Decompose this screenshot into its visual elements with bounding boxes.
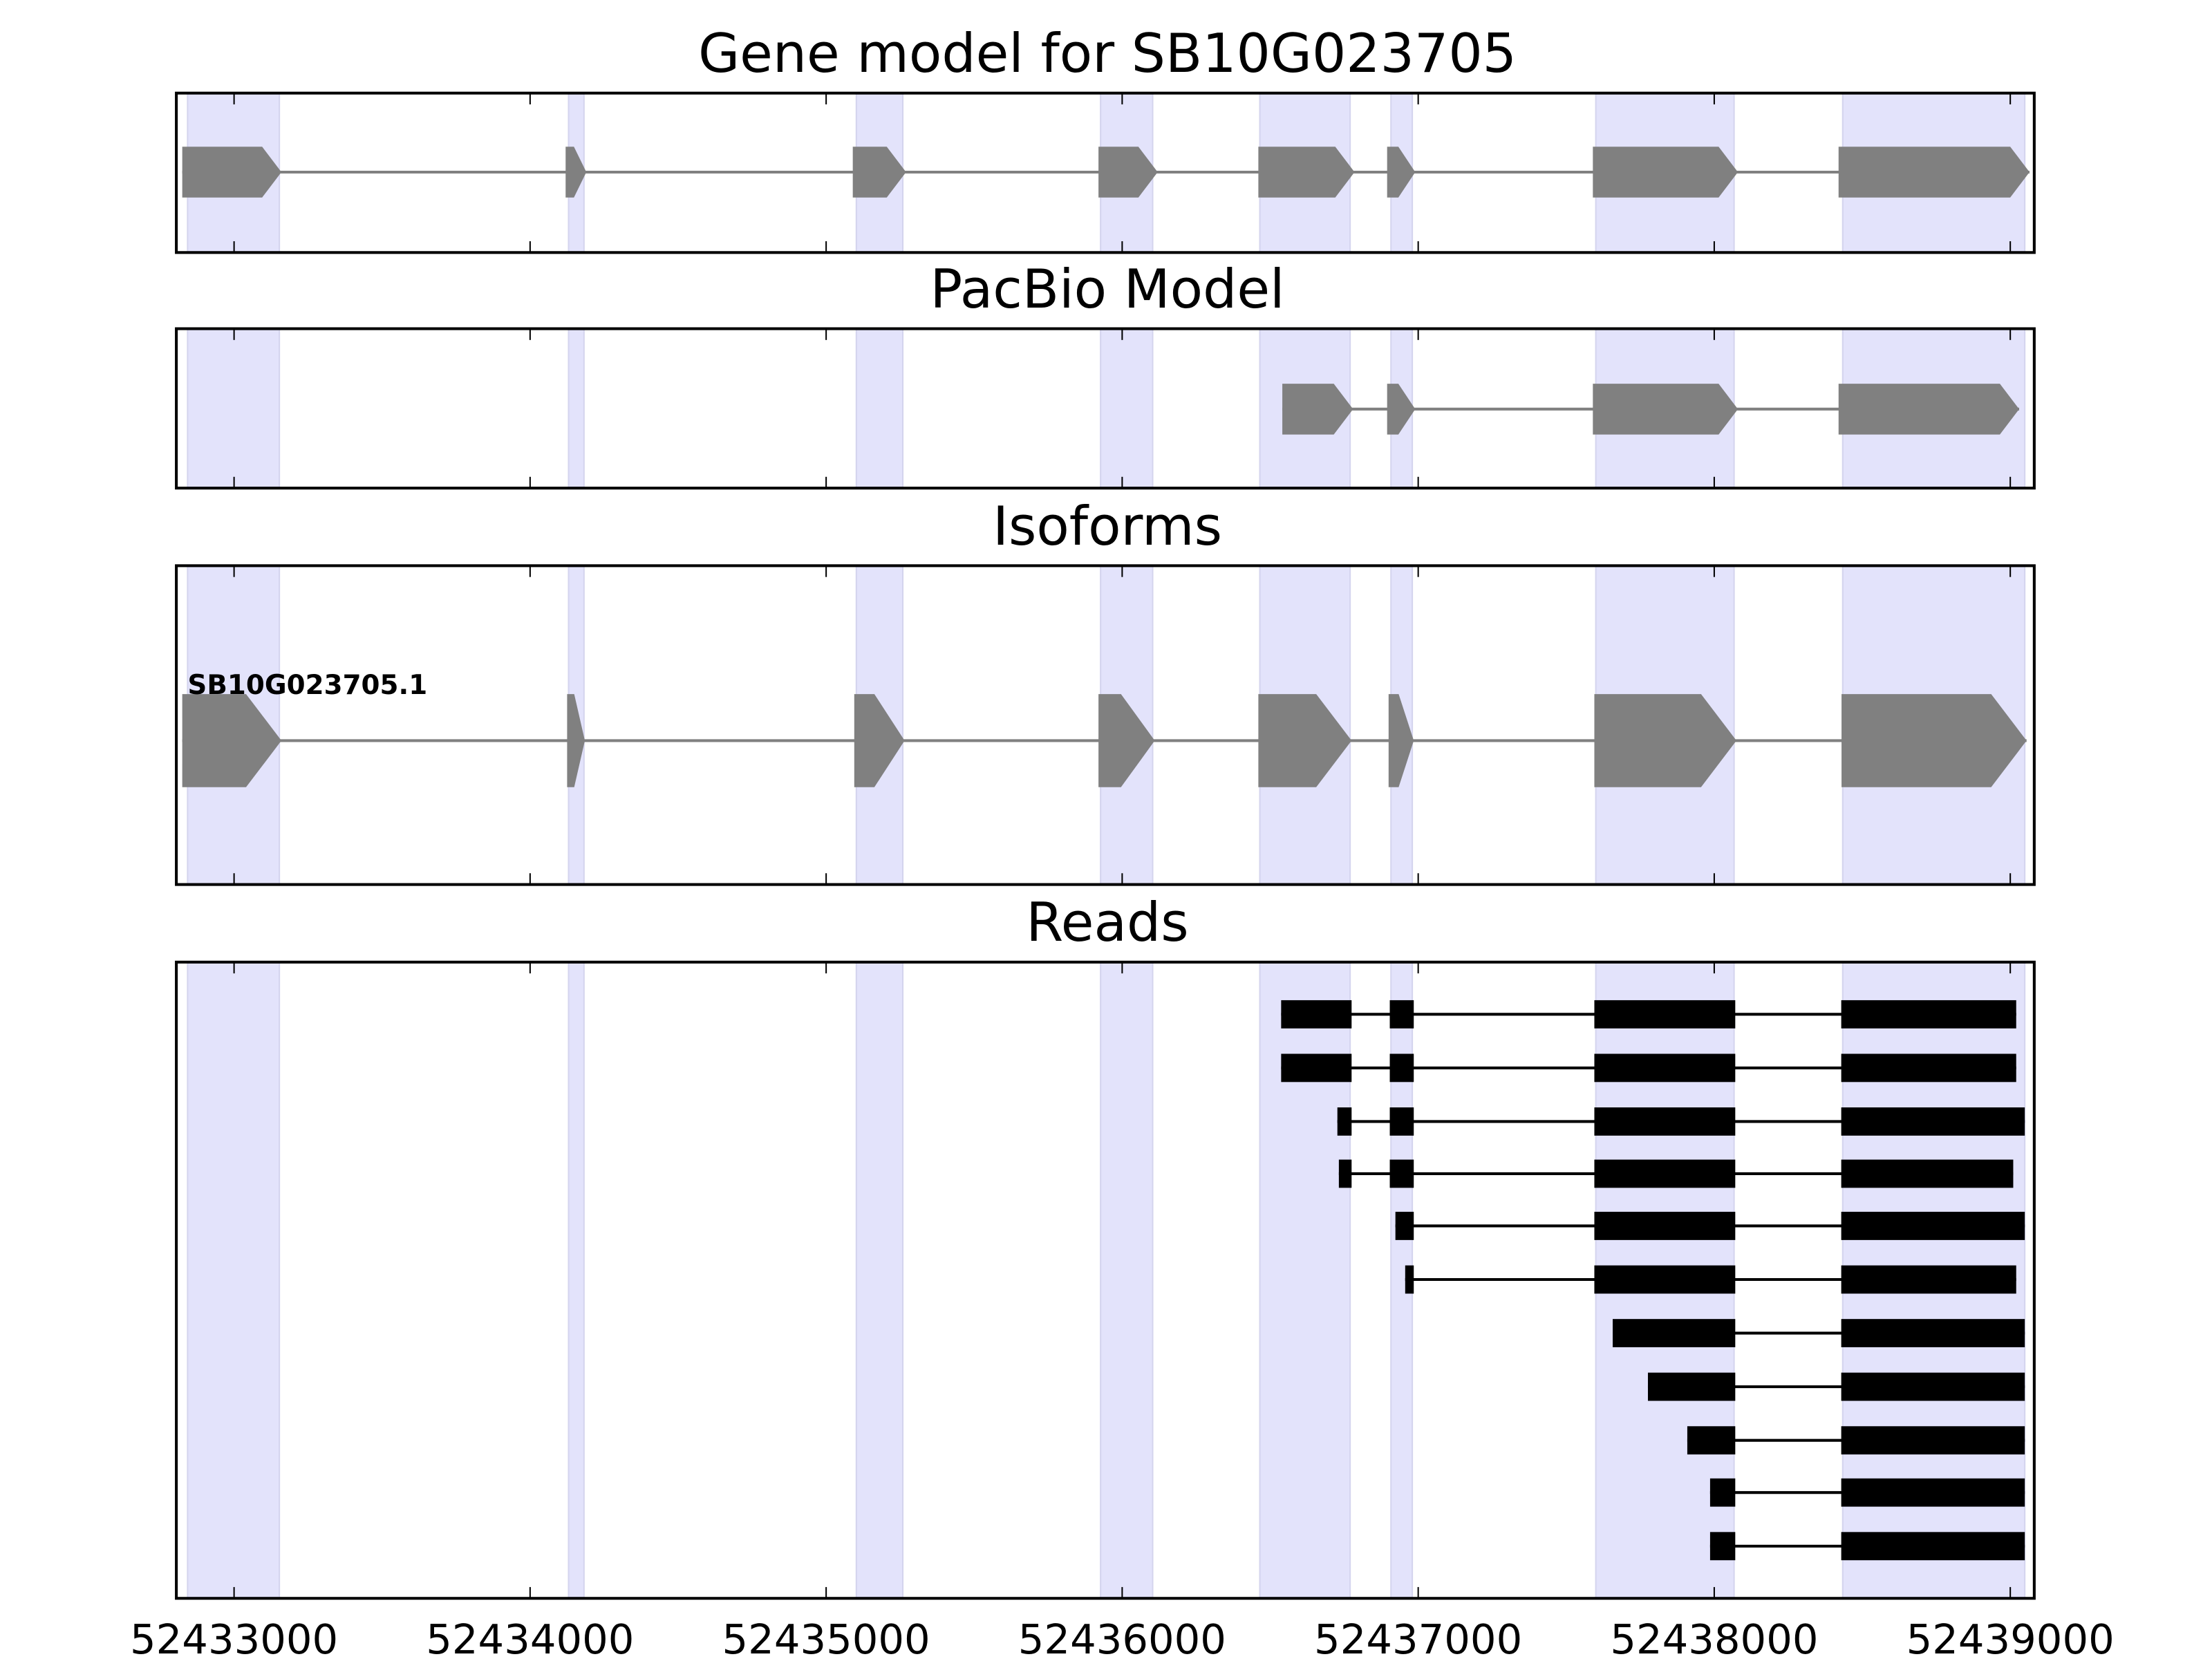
read-exon-block: [1841, 1212, 2025, 1240]
exon-highlight: [568, 961, 585, 1600]
panel-title-pacbio: PacBio Model: [930, 259, 1284, 321]
read-exon-block: [1338, 1159, 1352, 1188]
read-exon-block: [1281, 1000, 1352, 1029]
exon-arrow: [1098, 694, 1155, 787]
read-exon-block: [1281, 1053, 1352, 1082]
exon-arrow: [1387, 147, 1416, 198]
read-exon-block: [1389, 1000, 1414, 1029]
read-exon-block: [1337, 1107, 1352, 1136]
x-tick-label: 52434000: [426, 1615, 634, 1659]
read-exon-block: [1841, 1532, 2025, 1561]
read-exon-block: [1709, 1478, 1736, 1507]
exon-highlight: [187, 961, 281, 1600]
axes-frame: [175, 564, 2036, 886]
read-exon-block: [1594, 1000, 1736, 1029]
exon-arrow: [1594, 694, 1737, 787]
read-exon-block: [1709, 1532, 1736, 1561]
exon-arrow: [1388, 694, 1414, 787]
read-exon-block: [1389, 1053, 1414, 1082]
read-exon-block: [1594, 1212, 1736, 1240]
isoform-label: SB10G023705.1: [187, 670, 427, 701]
read-exon-block: [1841, 1000, 2016, 1029]
x-tick-label: 52436000: [1018, 1615, 1226, 1659]
read-exon-block: [1405, 1265, 1414, 1294]
exon-arrow: [1841, 694, 2027, 787]
read-exon-block: [1841, 1478, 2025, 1507]
exon-arrow: [567, 694, 585, 787]
read-exon-block: [1647, 1372, 1736, 1401]
read-exon-block: [1687, 1426, 1736, 1455]
x-tick-label: 52437000: [1314, 1615, 1522, 1659]
read-exon-block: [1841, 1426, 2025, 1455]
panel-title-reads: Reads: [1026, 892, 1188, 954]
exon-arrow: [1098, 147, 1158, 198]
x-tick-label: 52435000: [722, 1615, 930, 1659]
exon-arrow: [1838, 147, 2030, 198]
read-exon-block: [1389, 1107, 1414, 1136]
read-exon-block: [1594, 1053, 1736, 1082]
exon-arrow: [1593, 384, 1738, 435]
exon-highlight: [855, 328, 904, 489]
read-exon-block: [1395, 1212, 1414, 1240]
panel-title-gene-model: Gene model for SB10G023705: [698, 23, 1517, 85]
exon-arrow: [1387, 384, 1416, 435]
x-tick-label: 52438000: [1610, 1615, 1818, 1659]
exon-arrow: [182, 147, 282, 198]
read-exon-block: [1594, 1265, 1736, 1294]
read-exon-block: [1841, 1159, 2014, 1188]
panel-0: [175, 91, 2036, 254]
exon-highlight: [1100, 328, 1154, 489]
axes-frame: [175, 960, 2036, 1600]
exon-arrow: [565, 147, 587, 198]
read-exon-block: [1594, 1159, 1736, 1188]
read-exon-block: [1594, 1107, 1736, 1136]
read-exon-block: [1841, 1053, 2016, 1082]
axes-frame: [175, 327, 2036, 490]
panel-1: [175, 327, 2036, 490]
exon-highlight: [568, 328, 585, 489]
exon-arrow: [1282, 384, 1353, 435]
exon-arrow: [182, 694, 282, 787]
panel-3: [175, 960, 2036, 1600]
exon-arrow: [852, 147, 906, 198]
read-exon-block: [1841, 1107, 2025, 1136]
read-exon-block: [1613, 1319, 1736, 1347]
read-exon-block: [1841, 1319, 2025, 1347]
exon-arrow: [1258, 147, 1355, 198]
exon-arrow: [1593, 147, 1738, 198]
exon-arrow: [854, 694, 905, 787]
exon-arrow: [1258, 694, 1352, 787]
panel-2: SB10G023705.1: [175, 564, 2036, 886]
exon-highlight: [1100, 961, 1154, 1600]
panel-title-isoforms: Isoforms: [993, 496, 1222, 558]
exon-highlight: [187, 328, 281, 489]
read-exon-block: [1389, 1159, 1414, 1188]
x-tick-label: 52439000: [1906, 1615, 2115, 1659]
exon-arrow: [1838, 384, 2020, 435]
x-tick-label: 52433000: [130, 1615, 338, 1659]
read-exon-block: [1841, 1265, 2016, 1294]
exon-highlight: [855, 961, 904, 1600]
read-exon-block: [1841, 1372, 2025, 1401]
axes-frame: [175, 91, 2036, 254]
